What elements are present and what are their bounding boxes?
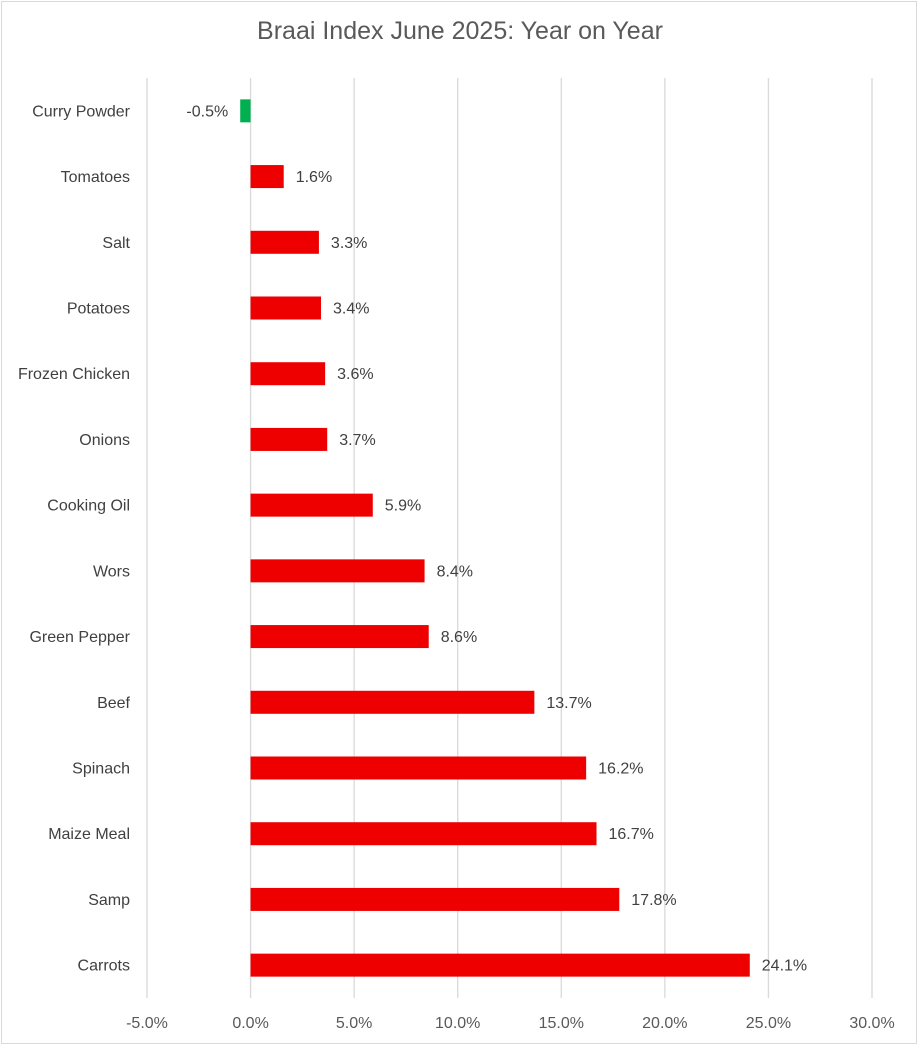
bar xyxy=(250,165,284,189)
category-label: Green Pepper xyxy=(29,629,130,646)
data-label: 17.8% xyxy=(631,892,676,909)
data-label: 8.4% xyxy=(437,563,473,580)
bar xyxy=(250,230,319,254)
x-tick-label: 30.0% xyxy=(849,1015,894,1032)
category-label: Wors xyxy=(93,563,130,580)
bar xyxy=(250,362,326,386)
category-label: Samp xyxy=(88,892,130,909)
x-tick-label: 20.0% xyxy=(642,1015,687,1032)
x-tick-label: 15.0% xyxy=(539,1015,584,1032)
bar xyxy=(250,296,321,320)
data-label: 3.7% xyxy=(339,432,375,449)
x-tick-label: -5.0% xyxy=(126,1015,168,1032)
category-label: Curry Powder xyxy=(32,103,130,120)
data-label: 5.9% xyxy=(385,498,421,515)
category-label: Frozen Chicken xyxy=(18,366,130,383)
category-label: Beef xyxy=(97,695,130,712)
bar xyxy=(250,427,328,451)
category-label: Potatoes xyxy=(67,301,130,318)
category-label: Carrots xyxy=(78,958,130,975)
data-label: 8.6% xyxy=(441,629,477,646)
data-label: -0.5% xyxy=(186,103,228,120)
x-tick-label: 0.0% xyxy=(232,1015,268,1032)
bar xyxy=(250,756,587,780)
category-label: Maize Meal xyxy=(48,826,130,843)
data-label: 16.7% xyxy=(609,826,654,843)
bar xyxy=(250,887,620,911)
data-label: 24.1% xyxy=(762,958,807,975)
bar xyxy=(250,822,597,846)
category-label: Onions xyxy=(79,432,130,449)
bar xyxy=(250,559,425,583)
bar xyxy=(240,99,251,123)
data-label: 3.6% xyxy=(337,366,373,383)
x-tick-label: 10.0% xyxy=(435,1015,480,1032)
category-label: Salt xyxy=(102,235,130,252)
data-label: 3.3% xyxy=(331,235,367,252)
category-label: Spinach xyxy=(72,761,130,778)
data-label: 1.6% xyxy=(296,169,332,186)
bar xyxy=(250,493,373,517)
category-label: Cooking Oil xyxy=(47,498,130,515)
bar xyxy=(250,953,750,977)
bar xyxy=(250,625,429,649)
chart-title: Braai Index June 2025: Year on Year xyxy=(257,17,663,45)
data-label: 16.2% xyxy=(598,761,643,778)
data-label: 13.7% xyxy=(546,695,591,712)
bar xyxy=(250,690,535,714)
category-label: Tomatoes xyxy=(61,169,130,186)
x-tick-label: 5.0% xyxy=(336,1015,372,1032)
x-tick-label: 25.0% xyxy=(746,1015,791,1032)
data-label: 3.4% xyxy=(333,301,369,318)
